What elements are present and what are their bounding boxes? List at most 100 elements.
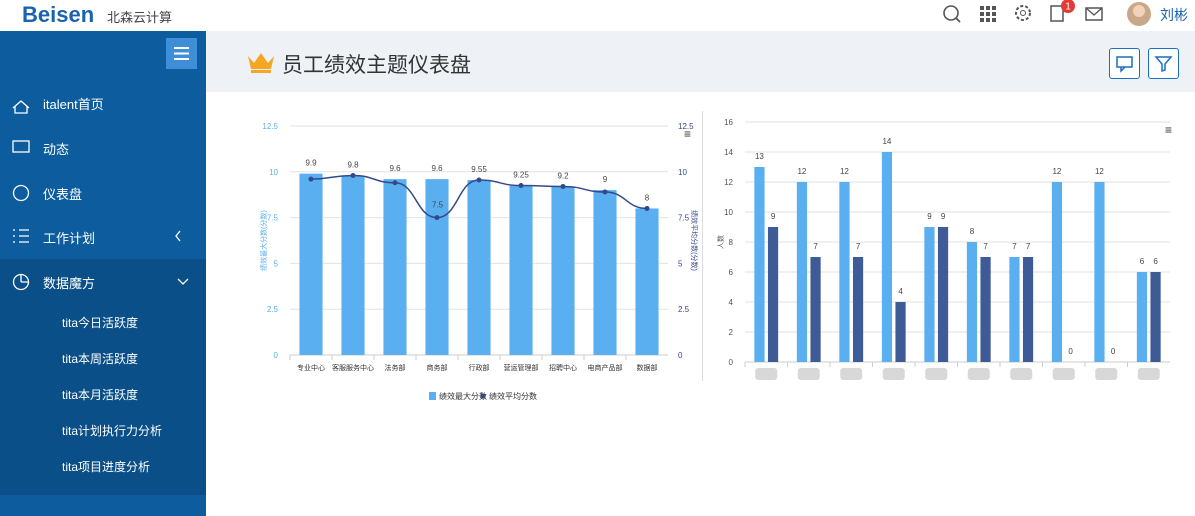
y-tick-label: 0 <box>274 351 279 360</box>
comment-button[interactable] <box>1109 48 1140 79</box>
data-label: 12 <box>797 167 806 176</box>
y-tick-label: 7.5 <box>267 214 279 223</box>
y2-tick-label: 5 <box>678 259 683 268</box>
header-icons: 1 刘彬 <box>943 0 1188 26</box>
menu-item[interactable]: 仪表盘 <box>43 186 83 202</box>
menu-item[interactable]: 数据魔方 <box>43 276 96 292</box>
y-tick-label: 5 <box>274 259 279 268</box>
x-tick-label: 营运管理部 <box>504 363 539 372</box>
data-label: 8 <box>970 227 975 236</box>
bar <box>1094 182 1105 362</box>
bar <box>852 257 864 362</box>
data-label: 7 <box>856 242 861 251</box>
y-axis-label: 绩效最大分数(分数) <box>259 210 268 271</box>
x-tick-label: 专业中心 <box>297 363 325 372</box>
y2-tick-label: 12.5 <box>678 122 694 131</box>
y-tick-label: 10 <box>269 168 278 177</box>
bar <box>551 186 575 355</box>
submenu-item[interactable]: tita项目进度分析 <box>62 460 151 474</box>
x-tick-label: 商务部 <box>427 363 448 372</box>
y2-tick-label: 2.5 <box>678 305 690 314</box>
sidebar-menu <box>12 100 189 291</box>
submenu-area <box>0 259 206 495</box>
x-tick-label-blurred <box>755 368 778 380</box>
menu-item[interactable]: italent首页 <box>43 97 104 112</box>
data-label: 12 <box>840 167 849 176</box>
bar <box>980 257 991 362</box>
x-tick-label: 电商产品部 <box>588 363 623 372</box>
x-tick-label: 客服服务中心 <box>332 363 374 372</box>
line-point <box>602 189 608 195</box>
apps-icon[interactable] <box>980 6 996 22</box>
x-tick-label-blurred <box>1095 368 1118 380</box>
bar <box>383 179 407 355</box>
y-tick-label: 12 <box>724 178 733 187</box>
settings-icon[interactable] <box>1015 5 1031 21</box>
data-label: 9.6 <box>431 164 443 173</box>
y-tick-label: 2 <box>729 328 734 337</box>
notice-icon[interactable] <box>1050 5 1064 22</box>
x-tick-label: 招聘中心 <box>549 363 577 372</box>
data-label: 0 <box>1111 347 1116 356</box>
data-label: 7 <box>1012 242 1017 251</box>
data-label: 12 <box>1052 167 1061 176</box>
badge <box>1061 0 1075 13</box>
menu-item[interactable]: 工作计划 <box>43 231 96 247</box>
bar <box>839 182 850 362</box>
search-icon[interactable] <box>943 5 959 21</box>
bar <box>767 227 779 362</box>
line-point <box>308 176 314 182</box>
bar <box>881 152 893 362</box>
filter-button[interactable] <box>1148 48 1179 79</box>
y-axis-label: 人数 <box>716 235 725 249</box>
data-label: 7 <box>1026 242 1031 251</box>
bar <box>509 185 533 355</box>
bar <box>1051 182 1063 362</box>
data-label: 9.6 <box>389 164 401 173</box>
data-label: 9 <box>941 212 946 221</box>
data-label: 9.25 <box>513 171 529 180</box>
badge-count: 1 <box>1065 2 1071 13</box>
bar <box>966 242 978 362</box>
y2-tick-label: 7.5 <box>678 214 690 223</box>
mail-icon[interactable] <box>1085 7 1103 21</box>
x-tick-label-blurred <box>925 368 948 380</box>
bar <box>635 208 659 355</box>
menu-toggle[interactable] <box>166 38 197 69</box>
menu-item[interactable]: 动态 <box>43 141 70 157</box>
bar <box>1150 272 1161 362</box>
bar <box>754 167 765 362</box>
data-label: 9.55 <box>471 165 487 174</box>
y-tick-label: 14 <box>724 148 733 157</box>
data-label: 9 <box>771 212 776 221</box>
line-point <box>392 180 398 186</box>
legend-swatch <box>429 392 436 400</box>
x-tick-label-blurred <box>1010 368 1033 380</box>
y-tick-label: 0 <box>729 358 734 367</box>
data-label: 9.9 <box>305 159 317 168</box>
bar <box>593 190 617 355</box>
data-label: 8 <box>645 193 650 202</box>
data-label: 12 <box>1095 167 1104 176</box>
line-point <box>434 215 440 221</box>
data-label: 6 <box>1153 257 1158 266</box>
submenu-item[interactable]: tita今日活跃度 <box>62 316 139 330</box>
bar <box>467 180 491 355</box>
submenu-item[interactable]: tita计划执行力分析 <box>62 424 163 438</box>
menu-icon: ≡ <box>1165 123 1172 137</box>
bar <box>796 182 808 362</box>
submenu-item[interactable]: tita本周活跃度 <box>62 352 139 366</box>
bar <box>1022 257 1034 362</box>
x-tick-label-blurred <box>1137 368 1160 380</box>
line-point <box>350 172 356 178</box>
y2-tick-label: 10 <box>678 168 687 177</box>
logo[interactable]: Beisen <box>22 2 95 27</box>
legend-swatch <box>480 393 486 399</box>
x-tick-label: 行政部 <box>469 363 490 372</box>
user-name[interactable]: 刘彬 <box>1160 7 1188 23</box>
company: 北森云计算 <box>107 10 173 25</box>
submenu-item[interactable]: tita本月活跃度 <box>62 388 139 402</box>
bar <box>810 257 821 362</box>
